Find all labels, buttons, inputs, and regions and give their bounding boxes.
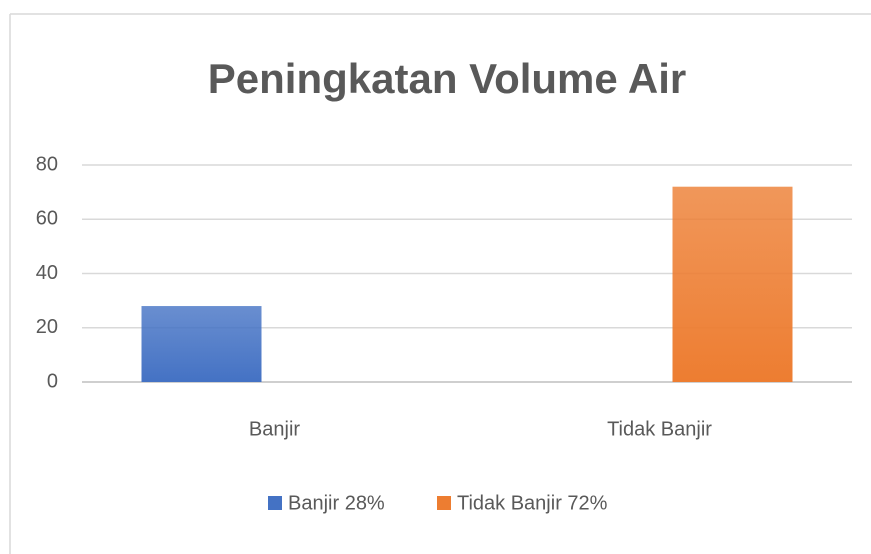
legend-swatch [268, 496, 282, 510]
bar [141, 306, 262, 382]
legend-label: Tidak Banjir 72% [457, 492, 608, 514]
x-tick-label: Banjir [249, 418, 300, 440]
chart-title: Peningkatan Volume Air [208, 55, 686, 102]
legend-swatch [437, 496, 451, 510]
y-tick-label: 80 [36, 153, 58, 175]
y-tick-label: 20 [36, 316, 58, 338]
y-tick-label: 0 [47, 370, 58, 392]
x-tick-label: Tidak Banjir [607, 418, 712, 440]
bar [672, 186, 793, 382]
y-tick-label: 60 [36, 208, 58, 230]
y-tick-label: 40 [36, 262, 58, 284]
legend-label: Banjir 28% [288, 492, 385, 514]
